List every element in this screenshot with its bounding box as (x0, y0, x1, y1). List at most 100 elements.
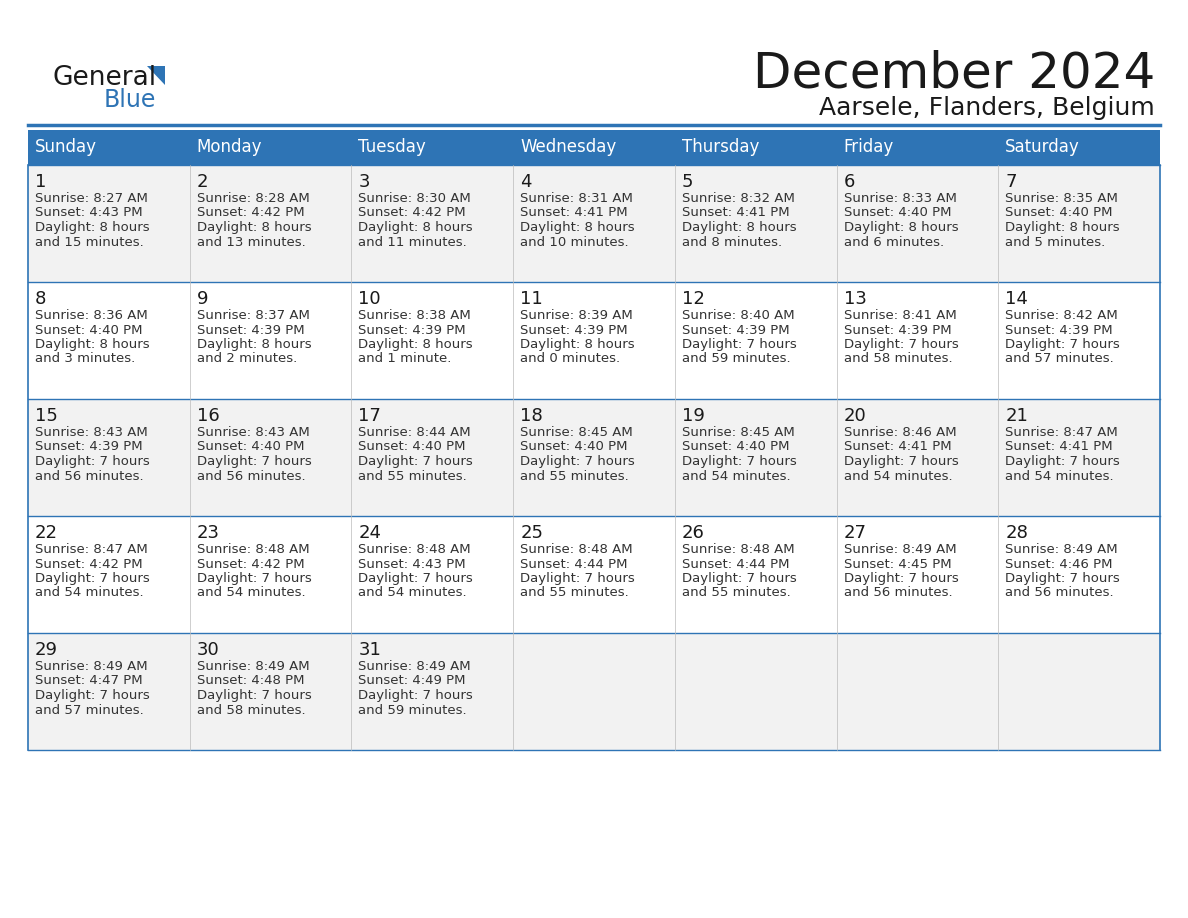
Polygon shape (147, 66, 165, 85)
Text: and 55 minutes.: and 55 minutes. (520, 469, 628, 483)
Text: Sunset: 4:47 PM: Sunset: 4:47 PM (34, 675, 143, 688)
Text: Tuesday: Tuesday (359, 139, 426, 156)
Text: Sunset: 4:39 PM: Sunset: 4:39 PM (1005, 323, 1113, 337)
Text: 6: 6 (843, 173, 855, 191)
Text: and 55 minutes.: and 55 minutes. (359, 469, 467, 483)
Text: Sunset: 4:45 PM: Sunset: 4:45 PM (843, 557, 952, 570)
Text: Daylight: 7 hours: Daylight: 7 hours (197, 572, 311, 585)
Text: 24: 24 (359, 524, 381, 542)
Text: Sunrise: 8:49 AM: Sunrise: 8:49 AM (34, 660, 147, 673)
Text: Sunset: 4:46 PM: Sunset: 4:46 PM (1005, 557, 1113, 570)
Text: 16: 16 (197, 407, 220, 425)
Text: Sunrise: 8:41 AM: Sunrise: 8:41 AM (843, 309, 956, 322)
Text: Daylight: 7 hours: Daylight: 7 hours (34, 455, 150, 468)
Text: Sunset: 4:44 PM: Sunset: 4:44 PM (682, 557, 789, 570)
Text: Aarsele, Flanders, Belgium: Aarsele, Flanders, Belgium (820, 96, 1155, 120)
Text: and 2 minutes.: and 2 minutes. (197, 353, 297, 365)
Text: Sunrise: 8:48 AM: Sunrise: 8:48 AM (520, 543, 633, 556)
Text: Sunset: 4:48 PM: Sunset: 4:48 PM (197, 675, 304, 688)
Text: Daylight: 8 hours: Daylight: 8 hours (520, 338, 634, 351)
Text: Sunrise: 8:47 AM: Sunrise: 8:47 AM (1005, 426, 1118, 439)
Text: 27: 27 (843, 524, 866, 542)
Text: Wednesday: Wednesday (520, 139, 617, 156)
Text: Daylight: 7 hours: Daylight: 7 hours (843, 572, 959, 585)
Text: Sunrise: 8:49 AM: Sunrise: 8:49 AM (843, 543, 956, 556)
Text: Sunset: 4:42 PM: Sunset: 4:42 PM (359, 207, 466, 219)
Text: and 15 minutes.: and 15 minutes. (34, 236, 144, 249)
Text: and 11 minutes.: and 11 minutes. (359, 236, 467, 249)
Bar (513, 130, 675, 165)
Bar (29, 165, 1159, 282)
Text: Sunrise: 8:48 AM: Sunrise: 8:48 AM (682, 543, 795, 556)
Text: 21: 21 (1005, 407, 1028, 425)
Text: Sunrise: 8:42 AM: Sunrise: 8:42 AM (1005, 309, 1118, 322)
Text: Daylight: 8 hours: Daylight: 8 hours (359, 221, 473, 234)
Text: Daylight: 7 hours: Daylight: 7 hours (359, 572, 473, 585)
Text: Sunrise: 8:45 AM: Sunrise: 8:45 AM (682, 426, 795, 439)
Text: Sunset: 4:41 PM: Sunset: 4:41 PM (520, 207, 627, 219)
Text: 26: 26 (682, 524, 704, 542)
Text: 4: 4 (520, 173, 532, 191)
Text: Blue: Blue (105, 88, 157, 112)
Text: and 56 minutes.: and 56 minutes. (843, 587, 953, 599)
Text: and 5 minutes.: and 5 minutes. (1005, 236, 1106, 249)
Text: Daylight: 8 hours: Daylight: 8 hours (34, 338, 150, 351)
Text: Sunset: 4:39 PM: Sunset: 4:39 PM (843, 323, 952, 337)
Text: Sunrise: 8:39 AM: Sunrise: 8:39 AM (520, 309, 633, 322)
Text: 15: 15 (34, 407, 58, 425)
Text: Daylight: 7 hours: Daylight: 7 hours (843, 338, 959, 351)
Text: Daylight: 8 hours: Daylight: 8 hours (520, 221, 634, 234)
Text: Thursday: Thursday (682, 139, 759, 156)
Text: Sunrise: 8:49 AM: Sunrise: 8:49 AM (1005, 543, 1118, 556)
Text: and 54 minutes.: and 54 minutes. (34, 587, 144, 599)
Text: 13: 13 (843, 290, 866, 308)
Text: Sunset: 4:41 PM: Sunset: 4:41 PM (843, 441, 952, 453)
Text: and 6 minutes.: and 6 minutes. (843, 236, 943, 249)
Text: Daylight: 7 hours: Daylight: 7 hours (359, 689, 473, 702)
Text: Daylight: 7 hours: Daylight: 7 hours (682, 572, 797, 585)
Text: and 55 minutes.: and 55 minutes. (682, 587, 790, 599)
Text: Sunrise: 8:30 AM: Sunrise: 8:30 AM (359, 192, 472, 205)
Text: 28: 28 (1005, 524, 1028, 542)
Text: Sunrise: 8:44 AM: Sunrise: 8:44 AM (359, 426, 472, 439)
Text: and 57 minutes.: and 57 minutes. (34, 703, 144, 717)
Text: Sunset: 4:40 PM: Sunset: 4:40 PM (197, 441, 304, 453)
Text: Sunrise: 8:28 AM: Sunrise: 8:28 AM (197, 192, 309, 205)
Text: Daylight: 7 hours: Daylight: 7 hours (520, 455, 634, 468)
Text: Daylight: 8 hours: Daylight: 8 hours (34, 221, 150, 234)
Text: and 10 minutes.: and 10 minutes. (520, 236, 628, 249)
Bar (29, 282, 1159, 399)
Text: Sunset: 4:40 PM: Sunset: 4:40 PM (34, 323, 143, 337)
Text: 17: 17 (359, 407, 381, 425)
Text: Sunset: 4:39 PM: Sunset: 4:39 PM (520, 323, 627, 337)
Text: Sunrise: 8:48 AM: Sunrise: 8:48 AM (197, 543, 309, 556)
Text: Sunrise: 8:40 AM: Sunrise: 8:40 AM (682, 309, 795, 322)
Text: Sunday: Sunday (34, 139, 97, 156)
Text: 8: 8 (34, 290, 46, 308)
Text: General: General (52, 65, 156, 91)
Text: Sunset: 4:39 PM: Sunset: 4:39 PM (359, 323, 466, 337)
Text: Sunset: 4:41 PM: Sunset: 4:41 PM (682, 207, 790, 219)
Text: 2: 2 (197, 173, 208, 191)
Text: 9: 9 (197, 290, 208, 308)
Text: December 2024: December 2024 (753, 49, 1155, 97)
Text: 30: 30 (197, 641, 220, 659)
Text: 31: 31 (359, 641, 381, 659)
Text: Daylight: 7 hours: Daylight: 7 hours (682, 338, 797, 351)
Text: and 58 minutes.: and 58 minutes. (197, 703, 305, 717)
Text: Sunrise: 8:38 AM: Sunrise: 8:38 AM (359, 309, 472, 322)
Text: and 56 minutes.: and 56 minutes. (197, 469, 305, 483)
Text: Sunrise: 8:31 AM: Sunrise: 8:31 AM (520, 192, 633, 205)
Text: Daylight: 7 hours: Daylight: 7 hours (843, 455, 959, 468)
Text: Sunrise: 8:43 AM: Sunrise: 8:43 AM (34, 426, 147, 439)
Text: Sunrise: 8:32 AM: Sunrise: 8:32 AM (682, 192, 795, 205)
Bar (29, 633, 1159, 750)
Text: Daylight: 7 hours: Daylight: 7 hours (197, 455, 311, 468)
Text: Saturday: Saturday (1005, 139, 1080, 156)
Text: Sunrise: 8:45 AM: Sunrise: 8:45 AM (520, 426, 633, 439)
Text: and 55 minutes.: and 55 minutes. (520, 587, 628, 599)
Text: Daylight: 7 hours: Daylight: 7 hours (1005, 338, 1120, 351)
Text: and 0 minutes.: and 0 minutes. (520, 353, 620, 365)
Text: 14: 14 (1005, 290, 1028, 308)
Bar (29, 516, 1159, 633)
